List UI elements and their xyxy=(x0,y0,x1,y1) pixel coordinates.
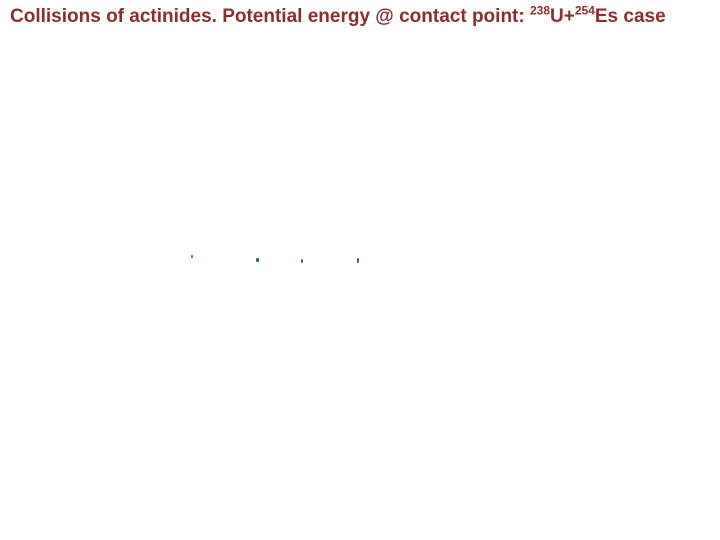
slide-title: Collisions of actinides. Potential energ… xyxy=(10,6,710,28)
tick-mark xyxy=(191,255,193,258)
title-u-plus: U+ xyxy=(550,6,575,27)
title-sup-254: 254 xyxy=(575,4,595,18)
title-es-case: Es case xyxy=(595,6,666,27)
slide: Collisions of actinides. Potential energ… xyxy=(0,0,720,540)
title-sup-238: 238 xyxy=(530,4,550,18)
tick-mark xyxy=(301,259,303,263)
title-prefix: Collisions of actinides. Potential energ… xyxy=(10,6,530,27)
tick-mark xyxy=(357,258,359,263)
tick-mark xyxy=(256,258,259,262)
